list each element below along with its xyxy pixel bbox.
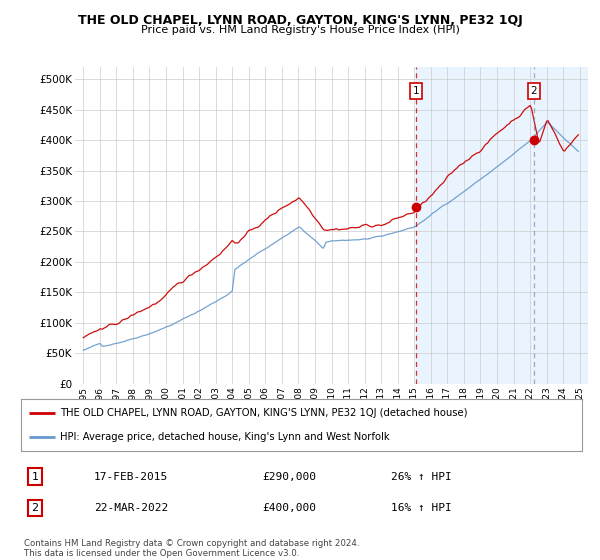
Text: 17-FEB-2015: 17-FEB-2015 <box>94 472 168 482</box>
Text: 16% ↑ HPI: 16% ↑ HPI <box>391 503 452 513</box>
Text: THE OLD CHAPEL, LYNN ROAD, GAYTON, KING'S LYNN, PE32 1QJ (detached house): THE OLD CHAPEL, LYNN ROAD, GAYTON, KING'… <box>60 408 468 418</box>
Text: 1: 1 <box>32 472 38 482</box>
Text: Price paid vs. HM Land Registry's House Price Index (HPI): Price paid vs. HM Land Registry's House … <box>140 25 460 35</box>
Text: 1: 1 <box>413 86 419 96</box>
Text: 2: 2 <box>530 86 537 96</box>
Text: 2: 2 <box>31 503 38 513</box>
Text: 22-MAR-2022: 22-MAR-2022 <box>94 503 168 513</box>
Bar <box>416 67 588 384</box>
Text: Contains HM Land Registry data © Crown copyright and database right 2024.
This d: Contains HM Land Registry data © Crown c… <box>24 539 359 558</box>
Text: £290,000: £290,000 <box>262 472 316 482</box>
Text: HPI: Average price, detached house, King's Lynn and West Norfolk: HPI: Average price, detached house, King… <box>60 432 390 442</box>
Text: THE OLD CHAPEL, LYNN ROAD, GAYTON, KING'S LYNN, PE32 1QJ: THE OLD CHAPEL, LYNN ROAD, GAYTON, KING'… <box>77 14 523 27</box>
Text: 26% ↑ HPI: 26% ↑ HPI <box>391 472 452 482</box>
Text: £400,000: £400,000 <box>262 503 316 513</box>
